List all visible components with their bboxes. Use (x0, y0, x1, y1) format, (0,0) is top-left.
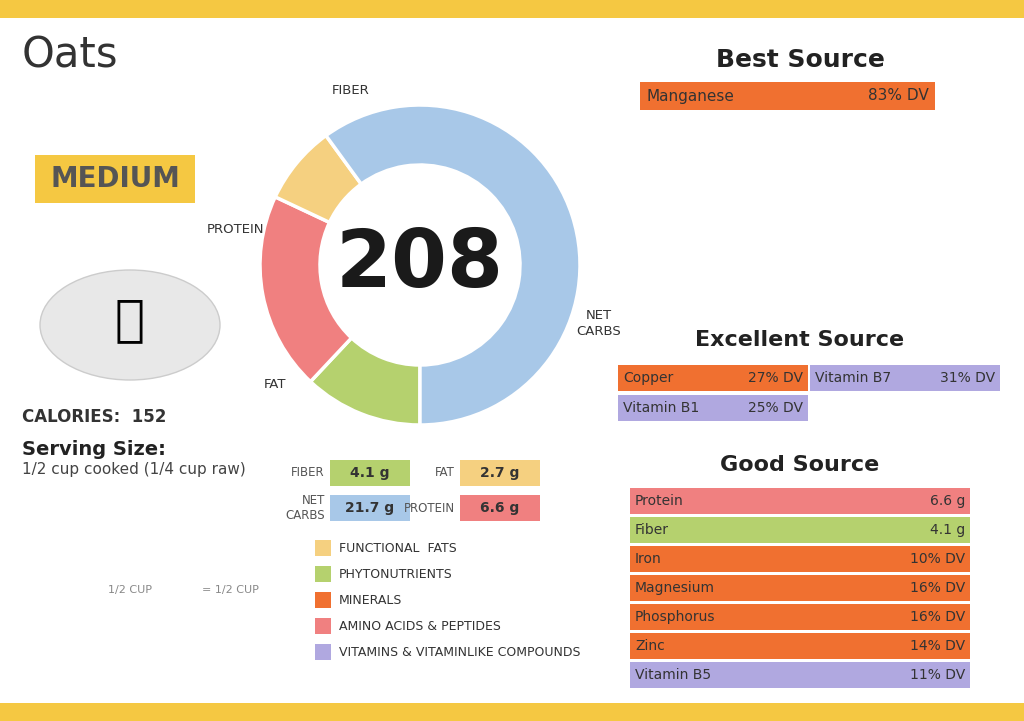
Text: FUNCTIONAL  FATS: FUNCTIONAL FATS (339, 541, 457, 554)
FancyBboxPatch shape (460, 460, 540, 486)
Text: 25% DV: 25% DV (748, 401, 803, 415)
Text: NET
CARBS: NET CARBS (286, 494, 325, 522)
Text: 83% DV: 83% DV (868, 89, 929, 104)
FancyBboxPatch shape (315, 592, 331, 608)
Text: 🥣: 🥣 (115, 296, 145, 344)
Text: FAT: FAT (264, 379, 287, 392)
Text: Good Source: Good Source (720, 455, 880, 475)
Text: Excellent Source: Excellent Source (695, 330, 904, 350)
Text: 6.6 g: 6.6 g (480, 501, 519, 515)
Text: 16% DV: 16% DV (909, 581, 965, 595)
FancyBboxPatch shape (630, 517, 970, 543)
Text: 208: 208 (336, 226, 504, 304)
FancyBboxPatch shape (630, 633, 970, 659)
Text: 16% DV: 16% DV (909, 610, 965, 624)
Wedge shape (326, 105, 580, 425)
Text: MEDIUM: MEDIUM (50, 165, 180, 193)
Text: 10% DV: 10% DV (910, 552, 965, 566)
Wedge shape (260, 197, 351, 381)
Text: FIBER: FIBER (332, 84, 370, 97)
FancyBboxPatch shape (330, 495, 410, 521)
FancyBboxPatch shape (630, 662, 970, 688)
FancyBboxPatch shape (618, 365, 808, 391)
Text: 1/2 CUP: 1/2 CUP (108, 585, 152, 595)
Wedge shape (275, 136, 361, 222)
Text: 1/2 cup cooked (1/4 cup raw): 1/2 cup cooked (1/4 cup raw) (22, 462, 246, 477)
Text: Vitamin B5: Vitamin B5 (635, 668, 711, 682)
Text: Manganese: Manganese (646, 89, 734, 104)
FancyBboxPatch shape (315, 618, 331, 634)
Text: PROTEIN: PROTEIN (207, 224, 264, 236)
Text: MINERALS: MINERALS (339, 593, 402, 606)
Text: 27% DV: 27% DV (748, 371, 803, 385)
Text: 4.1 g: 4.1 g (350, 466, 390, 480)
FancyBboxPatch shape (315, 540, 331, 556)
Text: Protein: Protein (635, 494, 684, 508)
Text: Vitamin B7: Vitamin B7 (815, 371, 891, 385)
Text: NET
CARBS: NET CARBS (577, 309, 622, 337)
Text: Iron: Iron (635, 552, 662, 566)
Text: Serving Size:: Serving Size: (22, 440, 166, 459)
Text: 11% DV: 11% DV (909, 668, 965, 682)
Text: = 1/2 CUP: = 1/2 CUP (202, 585, 258, 595)
Text: Magnesium: Magnesium (635, 581, 715, 595)
Text: FAT: FAT (435, 466, 455, 479)
FancyBboxPatch shape (810, 365, 1000, 391)
Text: 31% DV: 31% DV (940, 371, 995, 385)
FancyBboxPatch shape (0, 0, 1024, 18)
FancyBboxPatch shape (35, 155, 195, 203)
FancyBboxPatch shape (0, 703, 1024, 721)
Text: FIBER: FIBER (292, 466, 325, 479)
Text: 21.7 g: 21.7 g (345, 501, 394, 515)
Text: Copper: Copper (623, 371, 673, 385)
Text: AMINO ACIDS & PEPTIDES: AMINO ACIDS & PEPTIDES (339, 619, 501, 632)
FancyBboxPatch shape (315, 566, 331, 582)
FancyBboxPatch shape (315, 644, 331, 660)
Text: Fiber: Fiber (635, 523, 669, 537)
Text: PHYTONUTRIENTS: PHYTONUTRIENTS (339, 567, 453, 580)
FancyBboxPatch shape (640, 82, 935, 110)
FancyBboxPatch shape (630, 488, 970, 514)
Text: Zinc: Zinc (635, 639, 665, 653)
Text: VITAMINS & VITAMINLIKE COMPOUNDS: VITAMINS & VITAMINLIKE COMPOUNDS (339, 645, 581, 658)
FancyBboxPatch shape (630, 546, 970, 572)
Text: CALORIES:  152: CALORIES: 152 (22, 408, 166, 426)
FancyBboxPatch shape (630, 604, 970, 630)
Wedge shape (310, 338, 420, 425)
Text: 4.1 g: 4.1 g (930, 523, 965, 537)
Text: Oats: Oats (22, 34, 119, 76)
FancyBboxPatch shape (330, 460, 410, 486)
Text: 2.7 g: 2.7 g (480, 466, 520, 480)
Ellipse shape (40, 270, 220, 380)
Text: Best Source: Best Source (716, 48, 885, 72)
Text: PROTEIN: PROTEIN (403, 502, 455, 515)
Text: 14% DV: 14% DV (910, 639, 965, 653)
FancyBboxPatch shape (460, 495, 540, 521)
Text: Phosphorus: Phosphorus (635, 610, 716, 624)
FancyBboxPatch shape (618, 395, 808, 421)
FancyBboxPatch shape (630, 575, 970, 601)
Text: 6.6 g: 6.6 g (930, 494, 965, 508)
Text: Vitamin B1: Vitamin B1 (623, 401, 699, 415)
